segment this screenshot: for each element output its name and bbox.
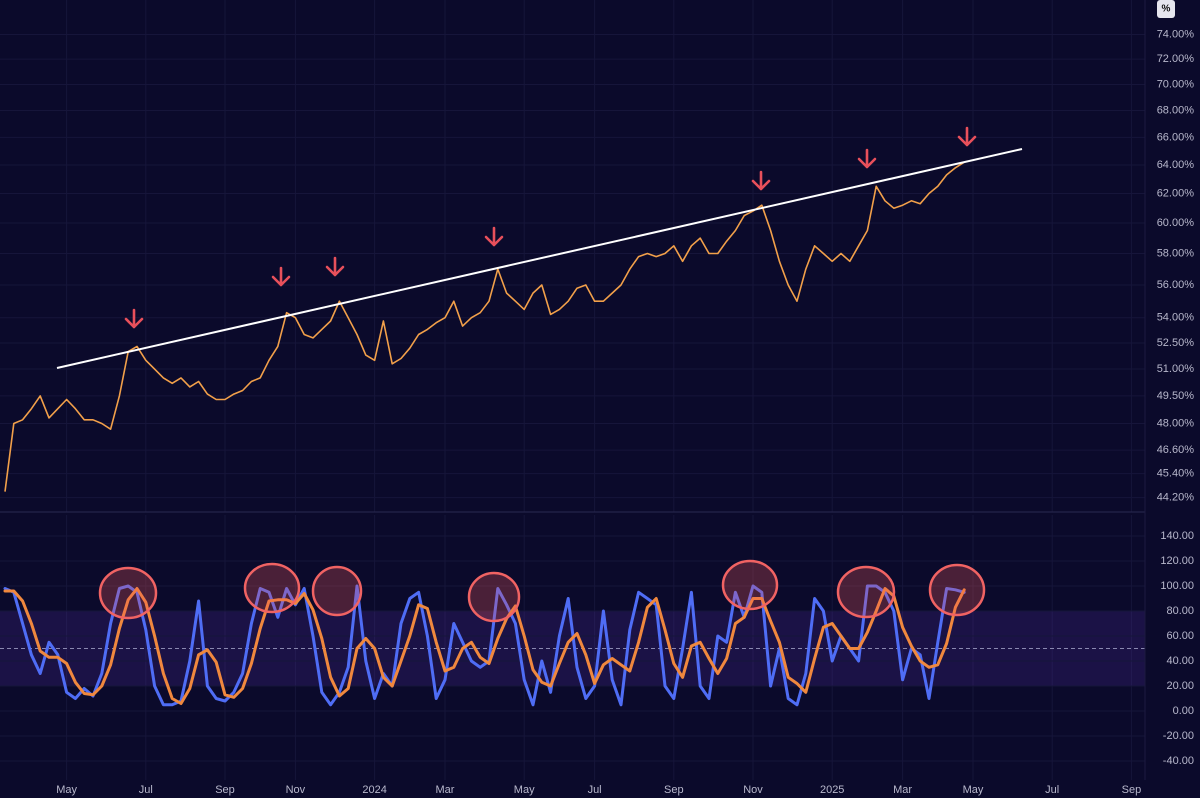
y-tick-label: 48.00% (1157, 417, 1195, 429)
annotations (56, 126, 1023, 623)
highlight-circle (467, 571, 521, 623)
price-line (4, 161, 965, 492)
highlight-circle (928, 563, 986, 617)
y-tick-label: 45.40% (1157, 467, 1195, 479)
y-tick-label: 62.00% (1157, 187, 1195, 199)
y-tick-label: 40.00 (1166, 655, 1194, 667)
y-tick-label: 66.00% (1157, 131, 1195, 143)
data-layer (3, 161, 966, 707)
y-tick-label: 46.60% (1157, 444, 1195, 456)
y-tick-label: 49.50% (1157, 390, 1195, 402)
oscillator-line (3, 587, 966, 705)
arrow (271, 266, 291, 287)
y-tick-label: 60.00% (1157, 217, 1195, 229)
y-tick-label: 0.00 (1173, 705, 1194, 717)
x-tick-label: Sep (215, 784, 235, 796)
y-tick-label: 20.00 (1166, 680, 1194, 692)
y-tick-label: 100.00 (1160, 580, 1194, 592)
highlight-circle (311, 565, 363, 617)
x-tick-label: Jul (139, 784, 153, 796)
x-tick-label: Mar (893, 784, 912, 796)
y-tick-label: 58.00% (1157, 247, 1195, 259)
y-tick-label: 64.00% (1157, 159, 1195, 171)
y-tick-label: 74.00% (1157, 28, 1195, 40)
highlight-circle (836, 565, 896, 619)
x-tick-label: May (514, 784, 535, 796)
y-tick-label: 70.00% (1157, 78, 1195, 90)
x-tick-label: Nov (286, 784, 306, 796)
x-tick-label: Nov (743, 784, 763, 796)
y-tick-label: 56.00% (1157, 279, 1195, 291)
x-tick-label: Jul (588, 784, 602, 796)
y-tick-label: -40.00 (1163, 755, 1194, 767)
y-tick-label: 140.00 (1160, 530, 1194, 542)
highlight-circle (721, 559, 779, 611)
y-tick-label: 120.00 (1160, 555, 1194, 567)
oscillator-line (3, 584, 966, 707)
highlight-circles (98, 559, 986, 623)
arrow (325, 256, 345, 277)
arrow (751, 170, 771, 191)
highlight-circle (98, 566, 158, 620)
y-tick-label: 54.00% (1157, 312, 1195, 324)
x-tick-label: 2024 (362, 784, 386, 796)
arrow (484, 226, 504, 247)
x-tick-label: Sep (664, 784, 684, 796)
trend-line (56, 148, 1023, 369)
arrow (857, 148, 877, 169)
y-tick-label: 80.00 (1166, 605, 1194, 617)
y-tick-label: 60.00 (1166, 630, 1194, 642)
unit-box (1157, 0, 1175, 18)
y-tick-label: 51.00% (1157, 363, 1195, 375)
highlight-circle (243, 562, 301, 614)
y-tick-label: 52.50% (1157, 337, 1195, 349)
x-tick-label: May (963, 784, 984, 796)
arrows (124, 126, 977, 329)
unit-label: % (1162, 4, 1171, 15)
y-tick-label: 72.00% (1157, 53, 1195, 65)
x-tick-label: May (56, 784, 77, 796)
arrow (124, 308, 144, 329)
x-tick-label: Jul (1045, 784, 1059, 796)
x-tick-label: Mar (436, 784, 455, 796)
arrow (957, 126, 977, 147)
y-tick-label: -20.00 (1163, 730, 1194, 742)
x-tick-label: Sep (1122, 784, 1142, 796)
x-tick-label: 2025 (820, 784, 844, 796)
y-tick-label: 68.00% (1157, 104, 1195, 116)
y-tick-label: 44.20% (1157, 492, 1195, 504)
